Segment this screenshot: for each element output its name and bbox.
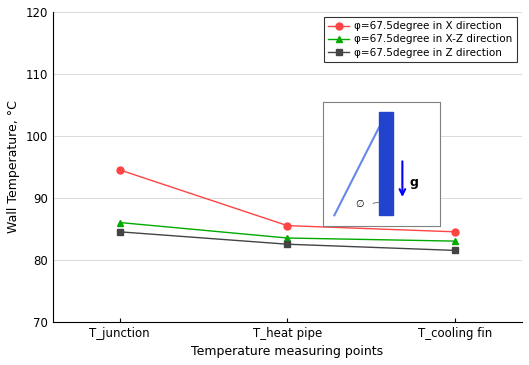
φ=67.5degree in Z direction <box>284 242 290 246</box>
Line: φ=67.5degree in X-Z direction: φ=67.5degree in X-Z direction <box>116 219 459 245</box>
Line: φ=67.5degree in X direction: φ=67.5degree in X direction <box>116 166 459 235</box>
φ=67.5degree in X-Z direction <box>452 239 458 243</box>
X-axis label: Temperature measuring points: Temperature measuring points <box>191 345 384 358</box>
φ=67.5degree in X direction <box>452 230 458 234</box>
Line: φ=67.5degree in Z direction: φ=67.5degree in Z direction <box>116 228 459 254</box>
Y-axis label: Wall Temperature, °C: Wall Temperature, °C <box>7 100 20 233</box>
φ=67.5degree in X direction <box>284 223 290 228</box>
Legend: φ=67.5degree in X direction, φ=67.5degree in X-Z direction, φ=67.5degree in Z di: φ=67.5degree in X direction, φ=67.5degre… <box>324 17 517 62</box>
φ=67.5degree in Z direction <box>116 230 123 234</box>
φ=67.5degree in X direction <box>116 168 123 172</box>
φ=67.5degree in X-Z direction <box>116 220 123 225</box>
φ=67.5degree in X-Z direction <box>284 236 290 240</box>
φ=67.5degree in Z direction <box>452 248 458 253</box>
